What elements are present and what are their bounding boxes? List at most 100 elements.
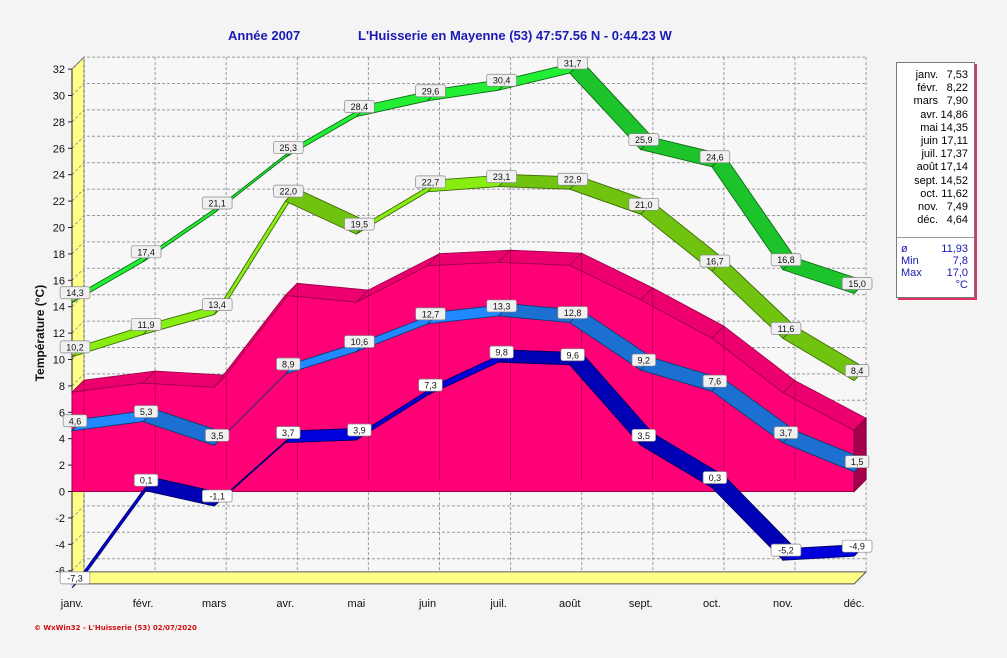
data-label-box [699, 254, 731, 268]
legend-stat-label: ø [901, 243, 908, 255]
y-tick-label: 32 [53, 64, 65, 76]
y-tick-label: 0 [59, 487, 65, 499]
data-label-box [702, 471, 728, 484]
x-tick-label: oct. [703, 598, 721, 610]
data-label-text: 19,5 [351, 220, 369, 230]
data-label-box [201, 298, 233, 311]
data-label-box [276, 426, 301, 440]
data-label-text: 8,4 [851, 366, 864, 376]
data-label-text: 0,1 [140, 476, 153, 486]
x-tick-label: juil. [489, 598, 507, 610]
legend-month-value: 7,90 [946, 95, 968, 108]
y-tick-label: 10 [53, 355, 65, 367]
data-label-box [59, 286, 91, 300]
y-tick-label: 12 [53, 328, 65, 340]
data-label-text: 12,8 [564, 308, 582, 318]
data-label: 8,4 [844, 364, 870, 377]
data-label-box [844, 364, 870, 377]
data-label: 15,0 [841, 277, 873, 290]
data-label: 11,9 [130, 318, 162, 331]
range-area-top [497, 249, 583, 266]
data-label-text: 16,7 [706, 257, 724, 267]
data-label-box [486, 299, 517, 313]
data-label-box [702, 374, 728, 388]
legend-month-value: 4,64 [946, 214, 968, 227]
legend-month-value: 7,53 [946, 69, 968, 81]
data-label-text: 31,7 [564, 59, 582, 69]
data-label-box [133, 473, 159, 487]
legend-month-label: févr. [917, 82, 938, 95]
monthly-mean-legend: janv. 7,53 févr. 8,22 mars 7,90 avr. 14,86 mai 14… [896, 62, 975, 298]
data-label-box [557, 172, 588, 186]
legend-row: janv. 7,53 [901, 69, 968, 82]
data-label: 11,6 [770, 322, 802, 335]
legend-row: juin 17,11 [901, 135, 968, 148]
data-label: 22,7 [415, 175, 446, 189]
data-label-box [415, 307, 446, 321]
data-label: -5,2 [770, 543, 802, 557]
data-label-text: 25,3 [280, 143, 298, 153]
legend-separator [897, 237, 974, 238]
data-label: 0,1 [133, 473, 159, 487]
data-label: 0,3 [702, 471, 728, 484]
data-label: 7,3 [418, 378, 443, 392]
data-label-box [347, 423, 372, 437]
data-label-text: 10,2 [66, 342, 84, 352]
x-tick-label: déc. [844, 598, 865, 610]
data-label-box [557, 56, 588, 70]
data-label: 24,6 [699, 150, 731, 164]
data-label: 14,3 [59, 286, 91, 300]
legend-row: mars 7,90 [901, 95, 968, 108]
data-label: 25,9 [628, 133, 660, 146]
legend-row: mai 14,35 [901, 122, 968, 135]
gridline-y [71, 135, 867, 149]
chart-floor [70, 571, 868, 585]
y-tick-label: 22 [53, 196, 65, 208]
y-tick-label: -2 [55, 513, 65, 525]
data-label: 30,4 [486, 73, 517, 87]
data-label-box [59, 571, 91, 585]
data-label-text: 30,4 [493, 76, 511, 86]
data-label-box [841, 539, 873, 553]
y-tick-label: 20 [53, 223, 65, 235]
y-tick-label: 18 [53, 249, 65, 261]
data-label: 16,7 [699, 254, 731, 268]
data-label-text: 14,3 [66, 288, 84, 298]
y-tick-label: 16 [53, 275, 65, 287]
legend-month-label: mars [913, 95, 938, 108]
data-label-box [418, 378, 443, 392]
data-label: 12,8 [557, 306, 588, 319]
y-tick-label: 6 [59, 407, 65, 419]
data-label: 9,2 [631, 353, 656, 367]
data-label-text: 28,4 [351, 102, 369, 112]
data-label-box [133, 405, 159, 418]
legend-month-label: mai [920, 121, 938, 134]
legend-month-label: nov. [918, 201, 938, 213]
legend-stat-value: 17,0 [946, 267, 968, 279]
legend-month-value: 17,14 [940, 161, 968, 174]
data-label-text: 25,9 [635, 135, 653, 145]
data-label-text: 24,6 [706, 152, 724, 162]
station-title: L'Huisserie en Mayenne (53) 47:57.56 N -… [358, 28, 672, 43]
legend-month-value: 7,49 [946, 201, 968, 213]
data-label: 19,5 [344, 217, 375, 231]
data-label-box [344, 100, 375, 113]
gridline-y [71, 215, 867, 228]
data-label: -1,1 [201, 489, 233, 503]
data-label-box [276, 357, 301, 371]
data-label: 21,0 [628, 197, 660, 211]
y-tick-label: -6 [55, 566, 65, 578]
data-label-box [273, 184, 304, 198]
data-label: 22,9 [557, 172, 588, 186]
legend-row: août 17,14 [901, 161, 968, 174]
data-label-text: 11,9 [138, 320, 155, 330]
data-label: 31,7 [557, 56, 588, 70]
data-label-box [628, 133, 660, 146]
data-label: 13,3 [486, 299, 517, 313]
y-tick-label: 26 [53, 143, 65, 155]
legend-month-label: avr. [920, 108, 938, 121]
data-label: -4,9 [841, 539, 873, 553]
data-label-box [201, 196, 233, 210]
data-label: 16,8 [770, 253, 802, 267]
